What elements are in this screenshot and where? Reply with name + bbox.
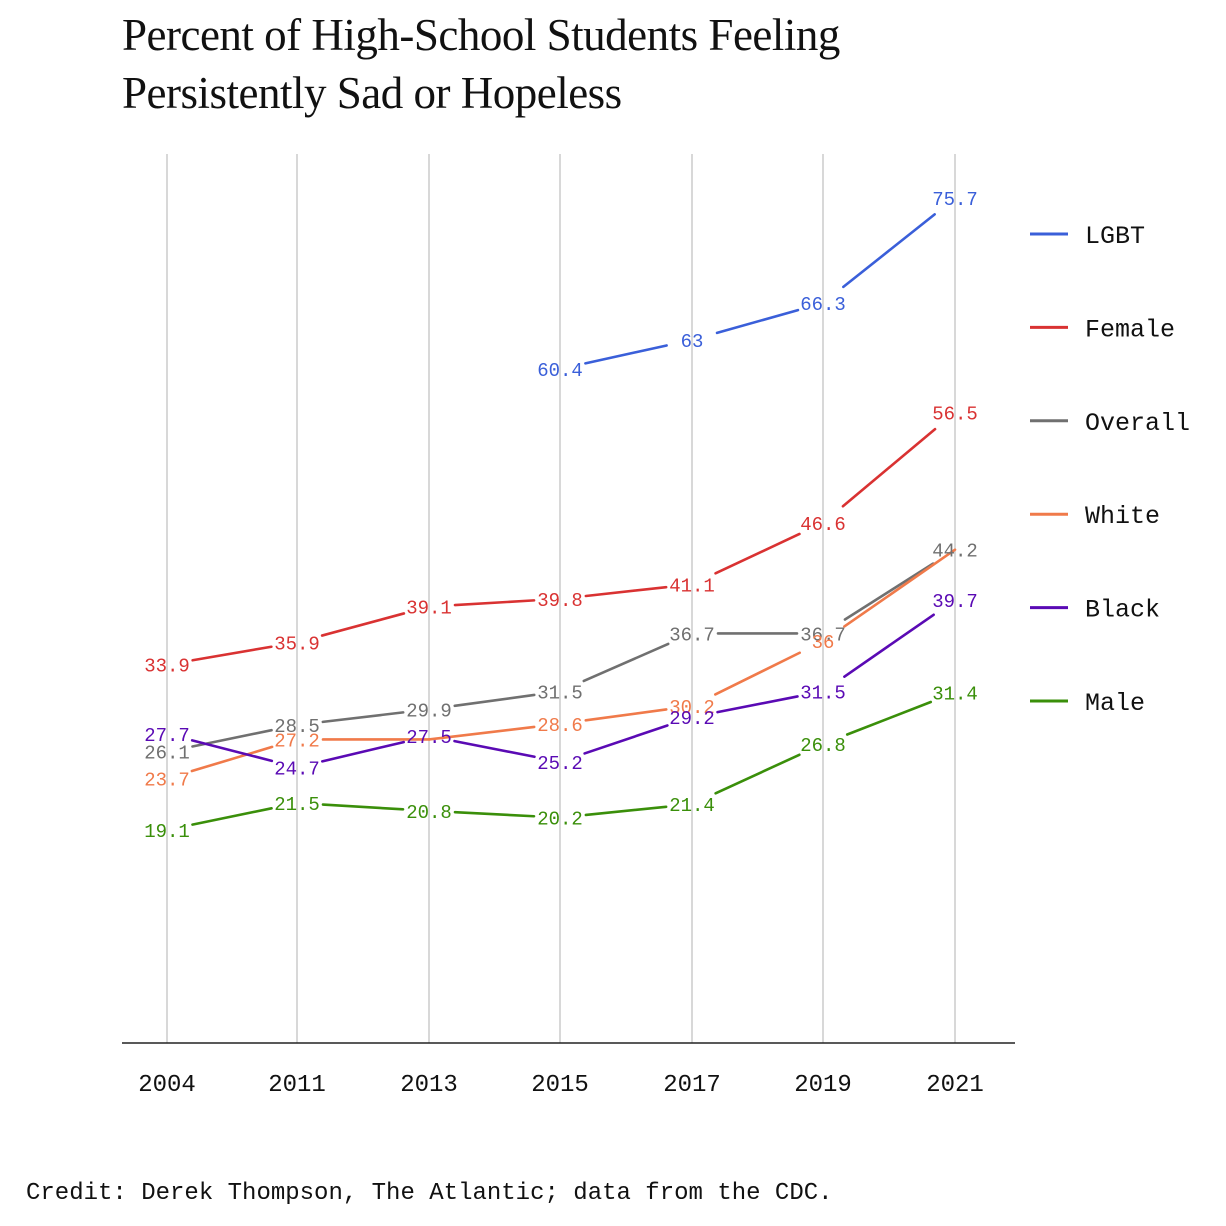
overall-line-segment-2015-2017 [582, 642, 670, 683]
lgbt-data-label-2015: 60.4 [537, 360, 583, 382]
female-data-label-2019: 46.6 [800, 514, 846, 536]
overall-data-label-2021: 44.2 [932, 541, 978, 563]
male-line-segment-2013-2015 [453, 810, 536, 818]
overall-data-label-2017: 36.7 [669, 624, 715, 646]
black-data-label-2021: 39.7 [932, 591, 978, 613]
white-data-label-2019: 36 [812, 632, 835, 654]
white-line-segment-2013-2015 [427, 725, 536, 741]
overall-line-segment-2011-2013 [321, 711, 405, 724]
white-data-label-2015: 28.6 [537, 715, 583, 737]
black-line-segment-2017-2019 [716, 695, 799, 714]
legend-label-female: Female [1085, 315, 1175, 344]
overall-line-segment-2013-2015 [453, 693, 536, 708]
x-tick-label-2021: 2021 [926, 1072, 984, 1099]
legend-label-white: White [1085, 502, 1160, 531]
male-data-label-2019: 26.8 [800, 735, 846, 757]
credit-note: Credit: Derek Thompson, The Atlantic; da… [26, 1180, 833, 1207]
female-data-label-2021: 56.5 [932, 403, 978, 425]
black-data-label-2013: 27.5 [406, 727, 452, 749]
white-line-segment-2019-2021 [843, 548, 957, 628]
black-line-segment-2015-2017 [583, 724, 669, 755]
male-data-label-2004: 19.1 [144, 821, 190, 843]
overall-data-label-2004: 26.1 [144, 743, 190, 765]
white-data-label-2011: 27.2 [274, 730, 320, 752]
black-data-label-2011: 24.7 [274, 758, 320, 780]
chart-title-line-1: Percent of High-School Students Feeling [122, 10, 840, 60]
white-data-label-2004: 23.7 [144, 770, 190, 792]
white-line-segment-2017-2019 [714, 651, 801, 696]
overall-data-label-2015: 31.5 [537, 682, 583, 704]
x-tick-label-2013: 2013 [400, 1072, 458, 1099]
lgbt-data-label-2019: 66.3 [800, 294, 846, 316]
black-data-label-2017: 29.2 [669, 708, 715, 730]
female-line-segment-2013-2015 [453, 599, 536, 607]
overall-data-label-2011: 28.5 [274, 716, 320, 738]
overall-data-label-2013: 29.9 [406, 700, 452, 722]
female-line-segment-2017-2019 [714, 532, 801, 575]
chart-title-line-2: Persistently Sad or Hopeless [122, 68, 622, 118]
male-line-segment-2015-2017 [584, 805, 668, 817]
black-data-label-2019: 31.5 [800, 682, 846, 704]
female-data-label-2017: 41.1 [669, 575, 715, 597]
white-data-label-2017: 30.2 [669, 697, 715, 719]
male-data-label-2015: 20.2 [537, 809, 583, 831]
lgbt-line-segment-2017-2019 [715, 308, 800, 335]
black-line-segment-2019-2021 [843, 613, 935, 678]
female-data-label-2013: 39.1 [406, 598, 452, 620]
legend-label-overall: Overall [1085, 409, 1190, 438]
black-line-segment-2004-2011 [190, 739, 274, 763]
male-data-label-2017: 21.4 [669, 795, 715, 817]
white-line-segment-2015-2017 [584, 708, 668, 722]
legend-label-male: Male [1085, 689, 1145, 718]
black-line-segment-2013-2015 [453, 739, 536, 759]
female-line-segment-2004-2011 [191, 645, 273, 662]
lgbt-line-segment-2015-2017 [584, 344, 668, 365]
x-tick-label-2019: 2019 [794, 1072, 852, 1099]
x-tick-label-2017: 2017 [663, 1072, 721, 1099]
lgbt-data-label-2017: 63 [681, 331, 704, 353]
x-tick-label-2011: 2011 [268, 1072, 326, 1099]
lgbt-line-segment-2019-2021 [842, 213, 936, 289]
x-tick-label-2015: 2015 [531, 1072, 589, 1099]
male-line-segment-2019-2021 [845, 700, 933, 736]
male-line-segment-2011-2013 [321, 803, 405, 811]
overall-line-segment-2019-2021 [843, 562, 935, 621]
female-data-label-2004: 33.9 [144, 656, 190, 678]
female-line-segment-2019-2021 [841, 427, 937, 508]
male-data-label-2011: 21.5 [274, 794, 320, 816]
black-data-label-2015: 25.2 [537, 753, 583, 775]
black-data-label-2004: 27.7 [144, 725, 190, 747]
male-data-label-2021: 31.4 [932, 684, 978, 706]
chart-title: Percent of High-School Students Feeling … [122, 6, 1022, 122]
overall-data-label-2019: 36.7 [800, 624, 846, 646]
female-line-segment-2011-2013 [320, 612, 406, 637]
black-line-segment-2011-2013 [321, 740, 405, 763]
male-data-label-2013: 20.8 [406, 802, 452, 824]
white-line-segment-2004-2011 [190, 745, 274, 773]
female-line-segment-2015-2017 [584, 585, 668, 598]
lgbt-data-label-2021: 75.7 [932, 189, 978, 211]
x-tick-label-2004: 2004 [138, 1072, 196, 1099]
legend-label-black: Black [1085, 596, 1160, 625]
male-line-segment-2004-2011 [191, 807, 273, 826]
male-line-segment-2017-2019 [714, 753, 801, 795]
legend-label-lgbt: LGBT [1085, 222, 1145, 251]
female-data-label-2011: 35.9 [274, 633, 320, 655]
female-data-label-2015: 39.8 [537, 590, 583, 612]
